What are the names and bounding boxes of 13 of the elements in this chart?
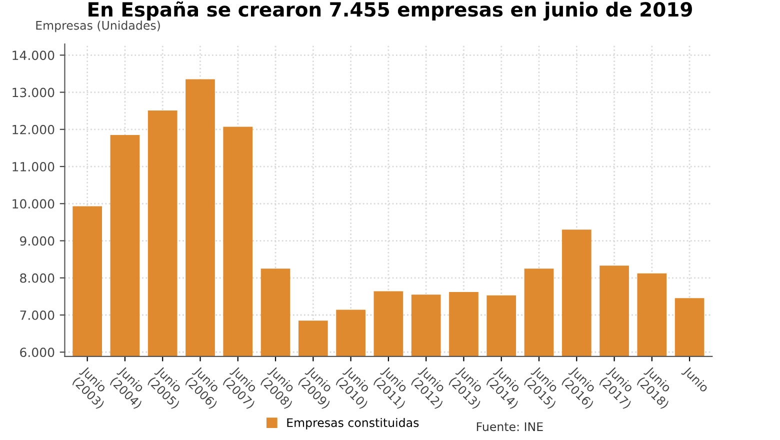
chart-title: En España se crearon 7.455 empresas en junio de 2019 xyxy=(88,1,692,21)
legend-label: Empresas constituidas xyxy=(287,418,419,430)
y-axis-title: Empresas (Unidades) xyxy=(36,20,160,32)
y-tick-label: 6.000 xyxy=(20,348,54,358)
y-tick-label: 13.000 xyxy=(12,88,54,98)
y-tick-label: 10.000 xyxy=(12,199,54,209)
y-tick-label: 12.000 xyxy=(12,124,54,134)
y-tick-label: 7.000 xyxy=(20,310,54,320)
y-tick-label: 11.000 xyxy=(12,162,54,172)
y-tick-label: 9.000 xyxy=(20,236,54,246)
y-tick-label: 8.000 xyxy=(20,273,54,283)
source-note: Fuente: INE xyxy=(476,422,543,432)
y-tick-label: 14.000 xyxy=(12,50,54,60)
